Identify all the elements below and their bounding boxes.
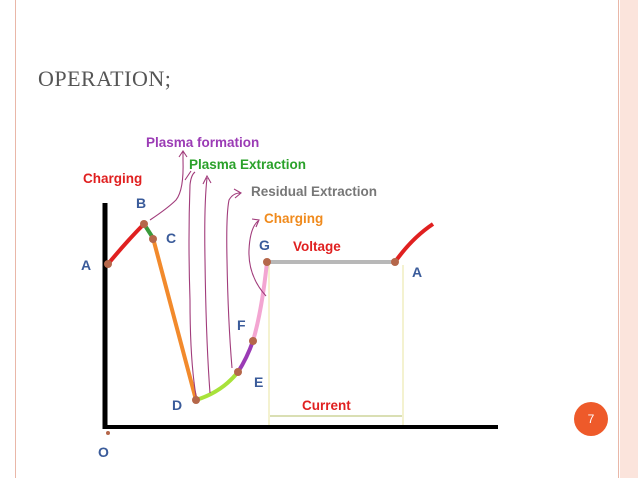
label-point-a: A (81, 257, 91, 273)
segment-f-g (251, 261, 269, 342)
page-number-badge: 7 (574, 402, 608, 436)
marker-f (249, 337, 257, 345)
label-current: Current (302, 398, 351, 413)
segment-e-f (236, 340, 255, 374)
marker-g (263, 258, 271, 266)
marker-o (106, 431, 110, 435)
label-residual-extraction: Residual Extraction (251, 184, 377, 199)
annotation-arrows (149, 150, 267, 397)
label-plasma-extraction: Plasma Extraction (189, 157, 306, 172)
segment-c-d (151, 237, 198, 401)
marker-e (234, 368, 242, 376)
label-point-a2: A (412, 264, 422, 280)
marker-a2 (391, 258, 399, 266)
label-plasma-formation: Plasma formation (146, 135, 259, 150)
arrow-charging-2 (248, 218, 267, 297)
label-voltage: Voltage (293, 239, 341, 254)
point-markers (104, 220, 399, 435)
arrow-plasma-extraction-right (202, 174, 212, 394)
label-charging-2: Charging (264, 211, 323, 226)
slide-title: OPERATION; (38, 66, 172, 91)
label-point-e: E (254, 374, 263, 390)
segment-a-b (106, 222, 146, 266)
label-point-b: B (136, 195, 146, 211)
label-point-d: D (172, 397, 182, 413)
arrow-plasma-extraction-left (184, 170, 197, 397)
left-border-line (15, 0, 16, 478)
right-accent-band (620, 0, 638, 478)
label-point-o: O (98, 444, 109, 460)
label-point-f: F (237, 317, 246, 333)
segment-d-e (195, 370, 240, 402)
label-point-g: G (259, 237, 270, 253)
arrow-residual-extraction (226, 188, 242, 369)
right-border-line (618, 0, 619, 478)
label-charging-1: Charging (83, 171, 142, 186)
marker-c (149, 235, 157, 243)
segment-a-charging (393, 222, 435, 264)
marker-a (104, 260, 112, 268)
label-point-c: C (166, 230, 176, 246)
marker-d (192, 396, 200, 404)
marker-b (140, 220, 148, 228)
arrow-plasma-formation (149, 150, 188, 221)
